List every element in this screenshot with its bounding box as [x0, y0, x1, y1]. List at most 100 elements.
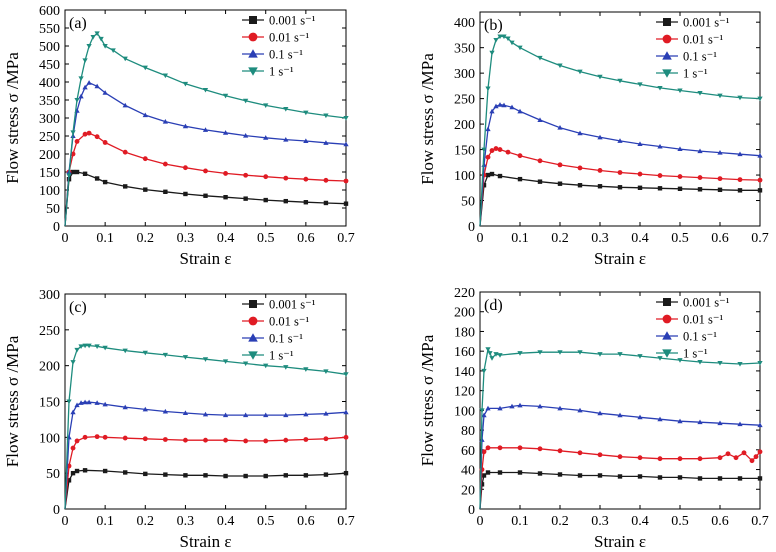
data-point	[677, 418, 683, 424]
data-point	[86, 399, 92, 405]
data-point	[485, 347, 491, 352]
legend-marker	[248, 351, 258, 360]
y-tick-label: 0	[468, 503, 475, 518]
data-point	[162, 161, 168, 167]
data-point	[182, 123, 189, 129]
data-point	[122, 149, 128, 155]
data-point	[86, 130, 92, 136]
legend-marker	[663, 298, 671, 306]
data-point	[517, 108, 523, 114]
data-point	[243, 473, 248, 479]
data-point	[517, 153, 523, 159]
data-point	[162, 118, 168, 124]
legend-marker	[249, 16, 257, 24]
y-tick-label: 150	[39, 166, 60, 181]
x-tick-label: 0.2	[551, 514, 569, 529]
series-line	[64, 82, 347, 227]
data-point	[243, 361, 249, 367]
y-tick-label: 350	[39, 94, 60, 109]
data-point	[657, 143, 663, 149]
data-point	[74, 138, 80, 144]
data-point	[597, 184, 603, 189]
data-point	[557, 63, 563, 69]
x-tick-label: 0.7	[337, 514, 355, 529]
data-point	[637, 82, 643, 87]
legend-label: 0.01 s⁻¹	[683, 313, 723, 327]
x-axis-label: Strain ε	[180, 249, 232, 268]
data-point	[537, 403, 543, 409]
data-point	[517, 445, 523, 451]
data-point	[577, 473, 583, 478]
data-point	[283, 175, 289, 181]
data-point	[142, 65, 148, 71]
data-point	[677, 456, 683, 462]
data-point	[122, 102, 128, 108]
panel-label: (a)	[69, 15, 87, 32]
data-point	[485, 126, 491, 132]
x-tick-label: 0.6	[297, 231, 315, 246]
y-tick-label: 500	[39, 40, 60, 55]
data-point	[717, 361, 723, 366]
data-point	[78, 344, 84, 349]
series-01-d	[479, 402, 763, 510]
data-point	[163, 189, 168, 194]
data-point	[737, 151, 743, 157]
data-point	[577, 183, 583, 188]
data-point	[737, 177, 743, 183]
data-point	[90, 35, 96, 40]
data-point	[223, 473, 228, 479]
legend: 0.001 s⁻¹ 0.01 s⁻¹ 0.1 s⁻¹ 1 s⁻¹	[656, 16, 730, 81]
data-point	[78, 400, 84, 405]
data-point	[94, 134, 100, 140]
y-tick-label: 100	[454, 169, 475, 184]
panel-label: (d)	[484, 297, 503, 314]
y-tick-label: 220	[454, 286, 475, 301]
data-point	[202, 127, 209, 132]
y-tick-label: 250	[39, 130, 60, 145]
data-point	[263, 438, 269, 444]
data-point	[74, 98, 80, 103]
y-axis-label: Flow stress σ /MPa	[3, 335, 22, 467]
data-point	[122, 404, 128, 410]
data-point	[202, 411, 209, 417]
data-point	[102, 179, 108, 185]
data-point	[74, 169, 80, 175]
series-line	[479, 447, 761, 510]
x-tick-label: 0.4	[217, 514, 235, 529]
data-point	[737, 421, 743, 427]
data-point	[323, 472, 329, 477]
x-tick-label: 0.1	[511, 514, 529, 529]
y-tick-label: 100	[39, 184, 60, 199]
data-point	[557, 162, 563, 168]
series-1-c	[64, 343, 349, 510]
legend-marker	[662, 51, 672, 60]
data-point	[283, 412, 289, 418]
y-tick-label: 300	[454, 67, 475, 82]
data-point	[143, 471, 148, 477]
series-line	[479, 173, 760, 227]
panel-d: 0 0.1 0.2 0.3 0.4 0.5 0.6 0.7 0 20 40 60 80 100 120 140…	[418, 286, 769, 551]
data-point	[323, 436, 329, 442]
data-point	[757, 153, 763, 158]
data-point	[243, 412, 249, 418]
data-point	[122, 56, 128, 62]
y-tick-label: 400	[39, 76, 60, 91]
data-point	[557, 472, 563, 477]
data-point	[243, 133, 249, 138]
y-tick-label: 120	[454, 385, 475, 400]
legend-label: 1 s⁻¹	[683, 67, 708, 81]
y-tick-label: 200	[39, 360, 60, 375]
data-point	[66, 173, 72, 179]
legend-marker	[662, 69, 672, 78]
data-point	[66, 399, 72, 405]
data-point	[74, 438, 80, 444]
legend-marker	[248, 32, 258, 42]
data-point	[757, 449, 763, 455]
y-axis-label: Flow stress σ /MPa	[418, 334, 437, 466]
data-point	[343, 409, 349, 415]
data-point	[110, 48, 116, 53]
data-point	[657, 173, 663, 178]
data-point	[517, 45, 523, 51]
x-tick-label: 0.4	[631, 231, 649, 246]
